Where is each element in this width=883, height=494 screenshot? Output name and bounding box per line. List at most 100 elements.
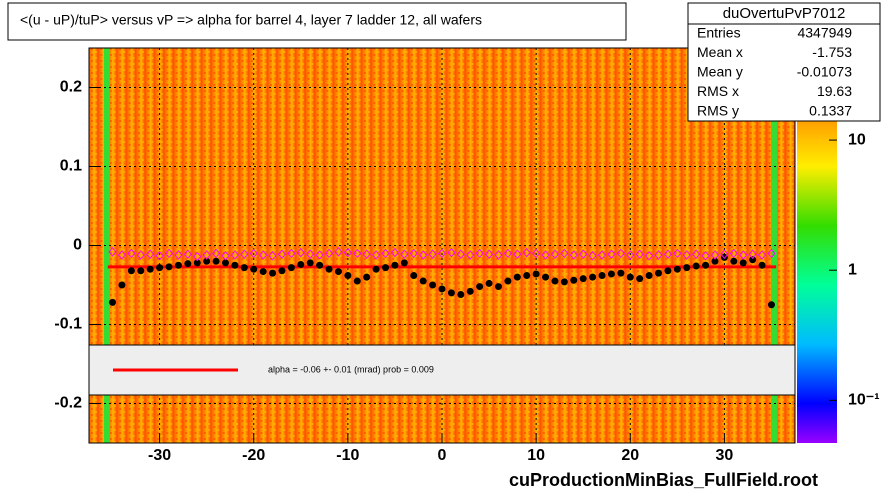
point (664, 267, 672, 275)
z-tick-label: 10⁻¹ (848, 392, 880, 409)
point (655, 269, 663, 277)
title-box (7, 2, 627, 41)
point-open (579, 249, 588, 259)
point-open (635, 249, 644, 259)
point-open (494, 250, 503, 260)
point (184, 260, 192, 268)
point (127, 267, 135, 275)
point-open (400, 249, 409, 259)
point (466, 287, 474, 295)
point (391, 261, 399, 269)
point-open (513, 249, 522, 259)
point (429, 281, 437, 289)
point (598, 272, 606, 280)
point-open (663, 249, 673, 259)
point (221, 259, 229, 267)
point (523, 272, 531, 280)
point-open (296, 247, 305, 258)
point-open (682, 250, 691, 260)
point (702, 261, 710, 269)
point (560, 278, 568, 286)
point-open (306, 249, 315, 259)
fit-label: alpha = -0.06 +- 0.01 (mrad) prob = 0.00… (268, 364, 434, 374)
point (269, 269, 277, 277)
point-open (211, 248, 221, 259)
point-open (174, 250, 183, 260)
point (278, 267, 286, 275)
point (372, 265, 380, 273)
stats-label: RMS y (697, 103, 739, 119)
point-open (588, 251, 597, 261)
point-open (607, 249, 616, 259)
stats-label: Mean y (697, 64, 743, 80)
point-open (193, 251, 202, 262)
point-open (334, 247, 343, 257)
point-open (419, 250, 428, 260)
point (711, 257, 719, 265)
point (626, 273, 634, 281)
x-tick-label: -20 (242, 447, 265, 464)
stats-value: -0.01073 (797, 64, 852, 80)
point (240, 264, 248, 272)
point (758, 261, 766, 269)
point-open (136, 250, 145, 260)
point-open (155, 251, 164, 261)
y-tick-label: 0.1 (60, 158, 82, 175)
point (739, 259, 747, 267)
y-tick-label: 0.2 (60, 79, 82, 96)
point (400, 259, 408, 267)
point-open (362, 249, 371, 259)
point-open (701, 251, 710, 261)
point-open (720, 249, 729, 259)
point (410, 272, 418, 280)
point (250, 265, 258, 273)
z-tick-label: 10 (848, 131, 866, 148)
point (353, 277, 361, 285)
point-open (456, 249, 465, 259)
point (636, 275, 644, 283)
point-open (202, 250, 211, 260)
point (570, 276, 578, 284)
point-open (531, 248, 541, 259)
point-open (767, 248, 776, 259)
point (692, 262, 700, 270)
point-open (447, 247, 456, 258)
point (485, 279, 493, 287)
point-open (541, 250, 550, 260)
point-open (343, 247, 353, 258)
point-open (710, 250, 720, 260)
stats-label: Entries (697, 25, 741, 41)
point-open (757, 250, 767, 260)
point (504, 277, 512, 285)
point (316, 261, 324, 269)
point-open (409, 248, 418, 259)
point (146, 265, 154, 273)
point (212, 257, 220, 265)
point-open (616, 248, 626, 259)
point-open (353, 248, 362, 259)
point (457, 290, 465, 298)
point-open (221, 251, 230, 261)
x-tick-label: -10 (336, 447, 359, 464)
stats-value: 19.63 (817, 83, 852, 99)
point (579, 275, 587, 283)
point (306, 259, 314, 267)
point-open (324, 248, 334, 259)
point-open (748, 249, 757, 259)
point (334, 268, 342, 276)
point-open (127, 248, 136, 259)
point-open (315, 250, 324, 260)
point (165, 263, 173, 271)
point-open (475, 248, 484, 259)
point (767, 301, 775, 309)
point-open (428, 249, 437, 259)
point-open (164, 248, 174, 259)
point-open (522, 247, 531, 258)
stats-label: RMS x (697, 83, 739, 99)
point-open (287, 248, 296, 259)
point (438, 285, 446, 293)
point (551, 277, 559, 285)
point-open (240, 249, 249, 259)
point (344, 272, 352, 280)
